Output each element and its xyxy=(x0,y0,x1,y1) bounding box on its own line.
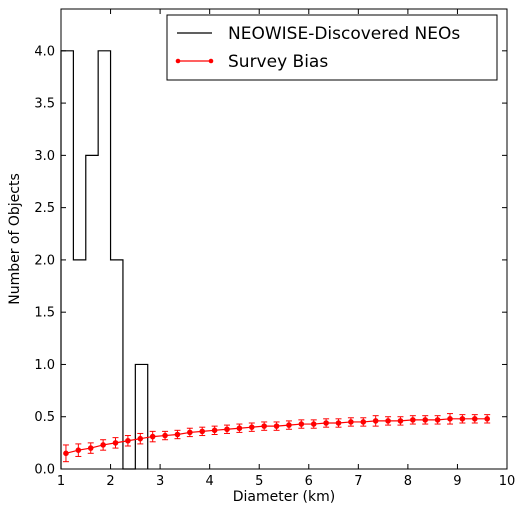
survey-bias-point xyxy=(187,429,193,436)
legend-label-histogram: NEOWISE-Discovered NEOs xyxy=(228,24,460,44)
survey-bias-point xyxy=(125,437,131,444)
survey-bias-point xyxy=(447,416,453,422)
survey-bias-point xyxy=(100,442,106,448)
survey-bias-point xyxy=(385,418,391,424)
x-tick-label: 9 xyxy=(453,474,461,489)
legend: NEOWISE-Discovered NEOs Survey Bias xyxy=(166,14,498,81)
y-tick-label: 0.0 xyxy=(34,463,55,478)
survey-bias-point xyxy=(137,435,144,442)
x-tick-label: 2 xyxy=(106,474,114,489)
survey-bias-point xyxy=(63,450,69,457)
survey-bias-point xyxy=(434,417,441,423)
x-tick-label: 4 xyxy=(206,474,214,489)
histogram-series xyxy=(60,50,149,470)
x-tick-label: 5 xyxy=(255,474,263,489)
survey-bias-point xyxy=(422,417,429,423)
survey-bias-point xyxy=(162,432,168,439)
y-tick-label: 2.0 xyxy=(34,253,55,268)
y-axis-label: Number of Objects xyxy=(7,173,23,305)
survey-bias-point xyxy=(286,422,292,428)
y-tick-label: 3.0 xyxy=(34,149,55,164)
survey-bias-point xyxy=(410,417,416,423)
survey-bias-point xyxy=(87,445,94,451)
legend-label-survey-bias: Survey Bias xyxy=(228,52,328,72)
survey-bias-point xyxy=(211,427,218,434)
x-tick-label: 8 xyxy=(404,474,412,489)
x-tick-label: 10 xyxy=(499,474,516,489)
legend-marker xyxy=(175,58,181,64)
survey-bias-point xyxy=(360,419,367,425)
legend-marker xyxy=(208,58,214,64)
survey-bias-point xyxy=(310,421,317,427)
y-tick-label: 2.5 xyxy=(34,201,55,216)
x-tick-label: 6 xyxy=(305,474,313,489)
survey-bias-point xyxy=(484,416,490,422)
y-tick-label: 1.0 xyxy=(34,358,55,373)
legend-box xyxy=(166,14,498,81)
x-axis-label: Diameter (km) xyxy=(233,489,335,505)
survey-bias-point xyxy=(149,433,156,440)
y-tick-label: 1.5 xyxy=(34,306,55,321)
survey-bias-point xyxy=(199,428,206,435)
y-tick-label: 4.0 xyxy=(34,44,55,59)
survey-bias-point xyxy=(174,431,181,438)
survey-bias-point xyxy=(348,419,354,425)
survey-bias-point xyxy=(248,424,255,430)
survey-bias-point xyxy=(459,416,466,422)
survey-bias-point xyxy=(372,418,379,424)
survey-bias-point xyxy=(261,423,267,429)
survey-bias-point xyxy=(224,426,230,433)
survey-bias-point xyxy=(471,416,478,422)
survey-bias-series xyxy=(62,413,491,463)
survey-bias-point xyxy=(112,440,119,446)
x-tick-label: 3 xyxy=(156,474,164,489)
survey-bias-point xyxy=(236,425,243,432)
x-tick-label: 7 xyxy=(354,474,362,489)
y-tick-label: 0.5 xyxy=(34,410,55,425)
survey-bias-point xyxy=(273,423,280,429)
survey-bias-point xyxy=(323,420,329,426)
survey-bias-point xyxy=(397,418,404,424)
survey-bias-point xyxy=(335,420,342,426)
survey-bias-point xyxy=(75,447,82,453)
survey-bias-point xyxy=(298,421,305,427)
x-tick-label: 1 xyxy=(57,474,65,489)
y-tick-label: 3.5 xyxy=(34,97,55,112)
